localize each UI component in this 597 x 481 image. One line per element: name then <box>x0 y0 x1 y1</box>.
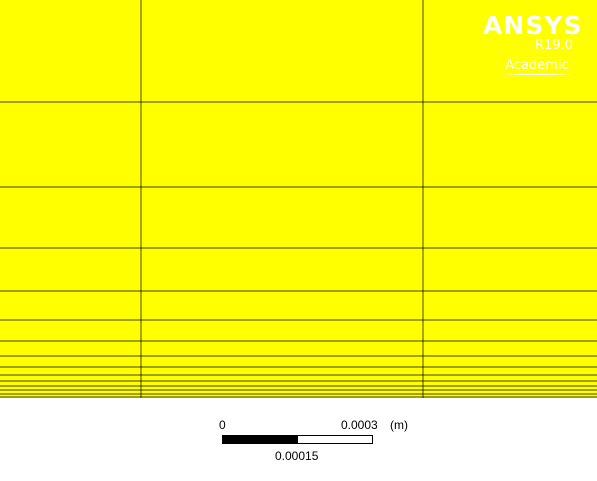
scale-unit-label: (m) <box>390 418 408 432</box>
mesh-grid-lines <box>0 0 597 398</box>
scale-min-label: 0 <box>219 418 226 432</box>
logo-license: Academic <box>505 58 569 73</box>
scale-mid-label: 0.00015 <box>275 449 319 463</box>
scale-legend: 0 0.0003 (m) 0.00015 <box>0 398 597 481</box>
scale-max-label: 0.0003 <box>341 418 378 432</box>
logo-divider-bottom <box>501 74 573 75</box>
mesh-display[interactable] <box>0 0 597 398</box>
scale-bar <box>222 435 373 444</box>
logo-name: ANSYS <box>483 11 583 40</box>
ansys-logo: ANSYS R19.0 Academic <box>483 11 583 75</box>
scale-bar-filled-segment <box>223 436 298 443</box>
logo-divider <box>501 57 573 58</box>
mesh-domain <box>0 0 597 398</box>
logo-version: R19.0 <box>535 38 573 53</box>
